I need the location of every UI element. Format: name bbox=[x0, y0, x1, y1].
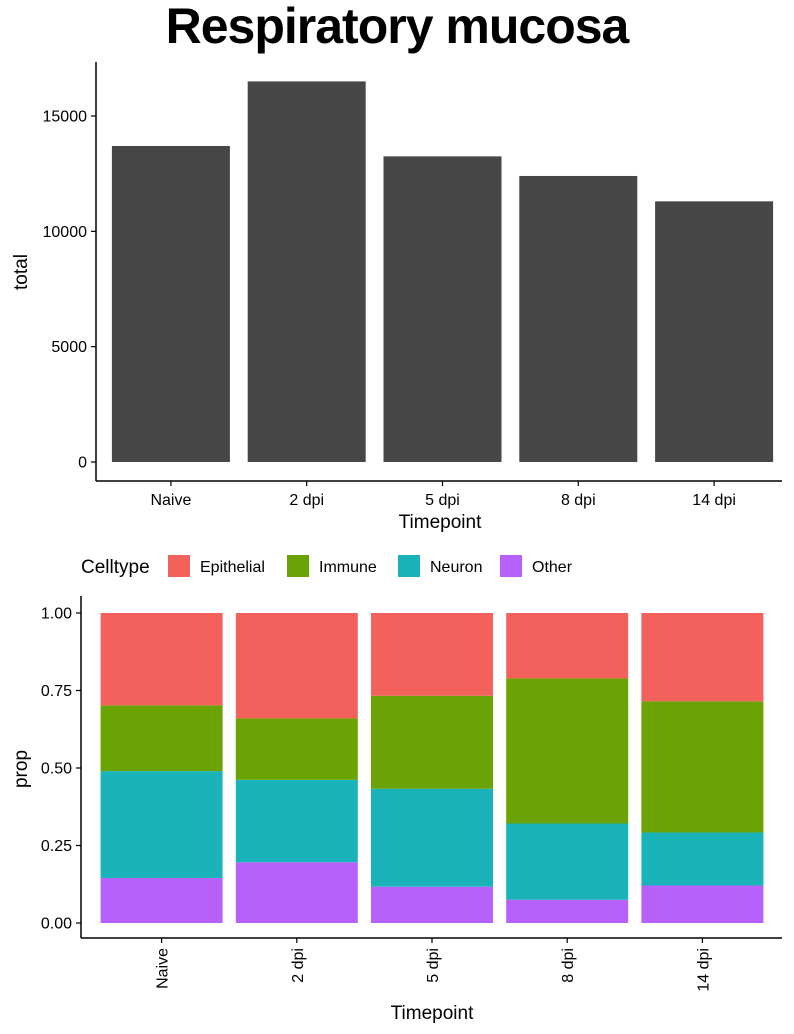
total-bar-chart: Naive 2 dpi 5 dpi 8 dpi 14 dpi 0 5000 10000 1500… bbox=[11, 62, 782, 533]
legend-key-neuron bbox=[398, 555, 420, 577]
bar-2-dpi-immune bbox=[235, 718, 358, 780]
y-tick-label-4: 1.00 bbox=[41, 606, 72, 623]
y-axis-title: prop bbox=[11, 750, 32, 788]
y-tick-label-0: 0 bbox=[78, 455, 87, 472]
bar-naive-immune bbox=[100, 705, 223, 772]
x-tick-label-2-dpi: 2 dpi bbox=[289, 492, 324, 509]
legend-title: Celltype bbox=[81, 557, 150, 578]
celltype-proportion-chart: Naive 2 dpi 5 dpi 8 dpi 14 dpi 0.00 0.25 0.50 0.… bbox=[11, 555, 782, 1024]
bar-8-dpi-neuron bbox=[506, 823, 629, 900]
x-tick-label-8-dpi: 8 dpi bbox=[560, 948, 577, 983]
legend-label-neuron: Neuron bbox=[430, 559, 482, 576]
legend-label-immune: Immune bbox=[319, 559, 377, 576]
bar-8-dpi-other bbox=[506, 899, 629, 923]
x-axis-title: Timepoint bbox=[399, 512, 482, 533]
bar-naive-epithelial bbox=[100, 613, 223, 706]
legend-label-epithelial: Epithelial bbox=[200, 559, 265, 576]
y-tick-label-3: 15000 bbox=[43, 109, 88, 126]
bar-14-dpi-neuron bbox=[641, 832, 764, 886]
legend-key-epithelial bbox=[168, 555, 190, 577]
y-tick-label-1: 0.25 bbox=[41, 838, 72, 855]
legend-key-immune bbox=[287, 555, 309, 577]
y-tick-label-0: 0.00 bbox=[41, 916, 72, 933]
bar-2-dpi-neuron bbox=[235, 779, 358, 863]
x-tick-label-5-dpi: 5 dpi bbox=[425, 948, 442, 983]
bar-5-dpi-immune bbox=[371, 695, 493, 789]
x-tick-label-5-dpi: 5 dpi bbox=[425, 492, 460, 509]
y-tick-label-2: 0.50 bbox=[41, 761, 72, 778]
x-axis-title: Timepoint bbox=[391, 1003, 474, 1024]
legend: Celltype Epithelial Immune Neuron Other bbox=[81, 555, 573, 578]
x-tick-label-14-dpi: 14 dpi bbox=[695, 948, 712, 992]
bar-2-dpi-epithelial bbox=[235, 613, 358, 719]
x-tick-label-2-dpi: 2 dpi bbox=[290, 948, 307, 983]
bar-5-dpi-epithelial bbox=[371, 613, 493, 696]
bar-naive-other bbox=[100, 878, 223, 923]
bar-5-dpi-neuron bbox=[371, 788, 493, 887]
bar-2-dpi bbox=[247, 81, 366, 463]
bar-naive-neuron bbox=[100, 771, 223, 879]
y-axis-title: total bbox=[11, 254, 32, 290]
bar-8-dpi bbox=[519, 175, 638, 462]
bar-14-dpi-immune bbox=[641, 701, 764, 833]
bar-14-dpi-other bbox=[641, 885, 764, 923]
bar-5-dpi bbox=[383, 156, 502, 462]
bar-naive bbox=[111, 145, 230, 462]
y-tick-label-2: 10000 bbox=[43, 224, 88, 241]
bar-2-dpi-other bbox=[235, 862, 358, 923]
bar-14-dpi bbox=[655, 201, 774, 462]
bar-8-dpi-immune bbox=[506, 678, 629, 824]
y-tick-label-1: 5000 bbox=[51, 339, 87, 356]
bar-14-dpi-epithelial bbox=[641, 613, 764, 702]
x-tick-label-naive: Naive bbox=[150, 492, 191, 509]
x-tick-label-14-dpi: 14 dpi bbox=[692, 492, 736, 509]
chart-title: Respiratory mucosa bbox=[166, 0, 631, 54]
legend-label-other: Other bbox=[532, 559, 573, 576]
x-tick-label-naive: Naive bbox=[155, 948, 172, 989]
legend-key-other bbox=[500, 555, 522, 577]
bar-5-dpi-other bbox=[371, 886, 493, 923]
bar-8-dpi-epithelial bbox=[506, 613, 629, 679]
y-tick-label-3: 0.75 bbox=[41, 683, 72, 700]
x-tick-label-8-dpi: 8 dpi bbox=[561, 492, 596, 509]
